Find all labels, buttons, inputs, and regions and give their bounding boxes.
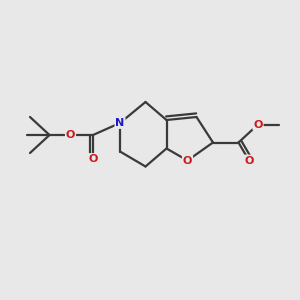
Text: O: O <box>244 155 254 166</box>
Text: O: O <box>66 130 75 140</box>
Text: O: O <box>183 155 192 166</box>
Text: O: O <box>253 119 263 130</box>
Text: O: O <box>88 154 98 164</box>
Text: N: N <box>116 118 124 128</box>
